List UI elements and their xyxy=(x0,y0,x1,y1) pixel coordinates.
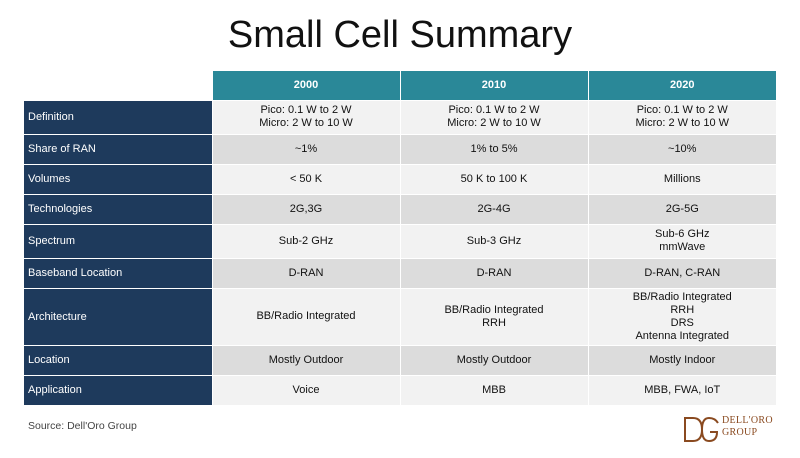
table-row: Baseband Location D-RAN D-RAN D-RAN, C-RAN xyxy=(24,258,776,289)
table-cell: ~10% xyxy=(588,134,776,165)
row-label: Architecture xyxy=(24,288,213,346)
table-row: Architecture BB/Radio Integrated BB/Radio … xyxy=(24,288,776,346)
cell-line: BB/Radio Integrated xyxy=(632,290,732,303)
table-body: Definition Pico: 0.1 W to 2 W Micro: 2 W t… xyxy=(24,100,776,406)
row-label: Baseband Location xyxy=(24,258,213,289)
logo-text: DELL'ORO GROUP xyxy=(722,415,773,439)
cell-line: Mostly Outdoor xyxy=(456,353,532,366)
cell-line: BB/Radio Integrated xyxy=(256,310,356,322)
cell-line: ~1% xyxy=(294,142,318,155)
cell-line: < 50 K xyxy=(289,172,323,185)
table-cell: D-RAN xyxy=(400,258,589,289)
cell-line: mmWave xyxy=(659,241,706,253)
cell-line: D-RAN xyxy=(288,266,324,279)
cell-line: Pico: 0.1 W to 2 W xyxy=(636,104,728,116)
row-label: Application xyxy=(24,375,213,406)
table-cell: 50 K to 100 K xyxy=(400,164,589,195)
table-cell: BB/Radio Integrated RRH DRS Antenna Integra… xyxy=(588,288,776,346)
cell-line: MBB, FWA, IoT xyxy=(644,383,721,396)
row-label: Definition xyxy=(24,100,213,135)
table-cell: < 50 K xyxy=(212,164,401,195)
table-cell: 2G-5G xyxy=(588,194,776,225)
table-cell: Sub-6 GHz mmWave xyxy=(588,224,776,259)
delloro-logo xyxy=(684,416,719,443)
table-cell: Sub-2 GHz xyxy=(212,224,401,259)
table-cell: Mostly Indoor xyxy=(588,345,776,376)
row-label: Location xyxy=(24,345,213,376)
cell-line: Micro: 2 W to 10 W xyxy=(635,117,730,129)
table-cell: 1% to 5% xyxy=(400,134,589,165)
cell-line: 50 K to 100 K xyxy=(460,172,528,185)
table-cell: 2G,3G xyxy=(212,194,401,225)
table-cell: Mostly Outdoor xyxy=(400,345,589,376)
logo-line-1: DELL'ORO xyxy=(722,415,773,426)
cell-line: Millions xyxy=(663,172,701,185)
cell-line: ~10% xyxy=(668,142,697,155)
table-cell: MBB, FWA, IoT xyxy=(588,375,776,406)
table-cell: BB/Radio Integrated RRH xyxy=(400,288,589,346)
source-note: Source: Dell'Oro Group xyxy=(28,420,137,432)
cell-line: 2G-5G xyxy=(665,202,699,215)
table-row: Volumes < 50 K 50 K to 100 K Millions xyxy=(24,164,776,195)
table-header-row: 2000 2010 2020 xyxy=(24,71,776,101)
table-cell: ~1% xyxy=(212,134,401,165)
cell-line: Micro: 2 W to 10 W xyxy=(447,117,541,129)
table-corner xyxy=(24,71,213,101)
row-label: Spectrum xyxy=(24,224,213,259)
table-row: Technologies 2G,3G 2G-4G 2G-5G xyxy=(24,194,776,225)
table-cell: Mostly Outdoor xyxy=(212,345,401,376)
cell-line: 2G,3G xyxy=(289,202,323,215)
row-label: Technologies xyxy=(24,194,213,225)
cell-line: MBB xyxy=(482,383,506,396)
table-cell: BB/Radio Integrated xyxy=(212,288,401,346)
cell-line: D-RAN xyxy=(476,266,512,279)
cell-line: Sub-6 GHz xyxy=(655,228,710,240)
cell-line: Sub-2 GHz xyxy=(278,234,334,247)
summary-table: 2000 2010 2020 Definition Pico: 0.1 W to … xyxy=(24,71,776,406)
table-cell: Pico: 0.1 W to 2 W Micro: 2 W to 10 W xyxy=(400,100,589,135)
cell-line: RRH xyxy=(670,303,695,316)
column-header-2010: 2010 xyxy=(400,71,589,101)
cell-line: DRS xyxy=(670,316,694,329)
table-row: Spectrum Sub-2 GHz Sub-3 GHz Sub-6 GHz mmWav… xyxy=(24,224,776,259)
cell-line: Micro: 2 W to 10 W xyxy=(259,117,353,129)
cell-line: Pico: 0.1 W to 2 W xyxy=(260,104,352,116)
cell-line: BB/Radio Integrated xyxy=(444,303,544,316)
column-header-2020: 2020 xyxy=(588,71,776,101)
table-row: Share of RAN ~1% 1% to 5% ~10% xyxy=(24,134,776,165)
table-row: Application Voice MBB MBB, FWA, IoT xyxy=(24,375,776,406)
table-cell: Sub-3 GHz xyxy=(400,224,589,259)
cell-line: 1% to 5% xyxy=(470,142,518,155)
table-row: Location Mostly Outdoor Mostly Outdoor Most… xyxy=(24,345,776,376)
cell-line: Voice xyxy=(292,383,320,396)
table-cell: Voice xyxy=(212,375,401,406)
cell-line: Mostly Outdoor xyxy=(268,353,344,366)
cell-line: RRH xyxy=(482,316,506,329)
row-label: Share of RAN xyxy=(24,134,213,165)
logo-line-2: GROUP xyxy=(722,427,758,438)
table-cell: MBB xyxy=(400,375,589,406)
cell-line: D-RAN, C-RAN xyxy=(644,266,721,279)
table-cell: Pico: 0.1 W to 2 W Micro: 2 W to 10 W xyxy=(212,100,401,135)
table-row: Definition Pico: 0.1 W to 2 W Micro: 2 W t… xyxy=(24,100,776,135)
page-title: Small Cell Summary xyxy=(227,14,573,56)
cell-line: 2G-4G xyxy=(477,202,511,215)
row-label: Volumes xyxy=(24,164,213,195)
column-header-2000: 2000 xyxy=(212,71,401,101)
cell-line: Pico: 0.1 W to 2 W xyxy=(448,104,540,116)
table-cell: Millions xyxy=(588,164,776,195)
table-cell: D-RAN, C-RAN xyxy=(588,258,776,289)
cell-line: Mostly Indoor xyxy=(649,353,716,366)
cell-line: Antenna Integrated xyxy=(635,329,730,342)
cell-line: Sub-3 GHz xyxy=(466,234,522,247)
table-cell: Pico: 0.1 W to 2 W Micro: 2 W to 10 W xyxy=(588,100,776,135)
table-cell: D-RAN xyxy=(212,258,401,289)
table-cell: 2G-4G xyxy=(400,194,589,225)
